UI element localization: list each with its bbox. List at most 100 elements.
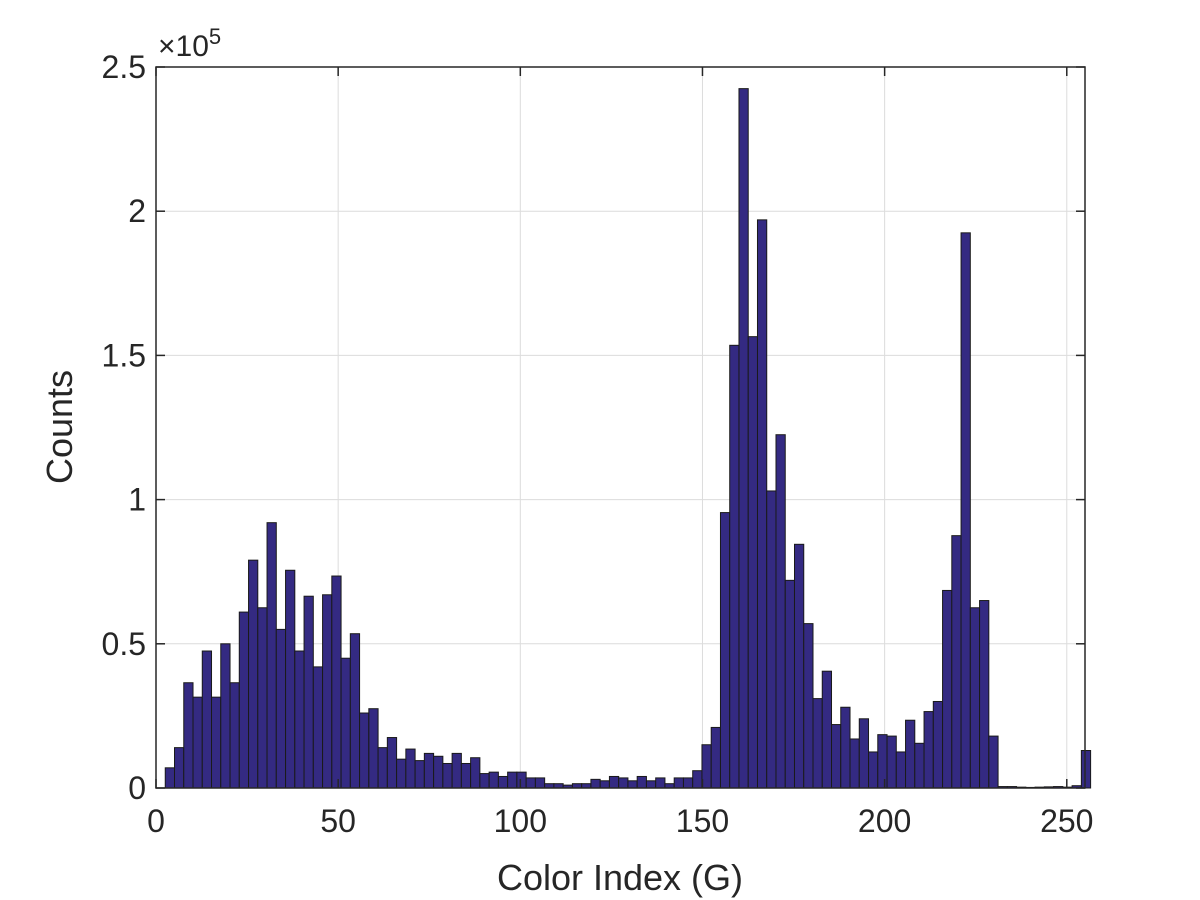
histogram-bar bbox=[747, 336, 758, 789]
histogram-bar bbox=[192, 696, 203, 789]
histogram-bar bbox=[405, 748, 416, 789]
histogram-bar bbox=[886, 735, 897, 789]
histogram-bar bbox=[849, 738, 860, 789]
histogram-bar bbox=[516, 771, 527, 789]
histogram-bar bbox=[803, 623, 814, 789]
x-tick-label: 250 bbox=[1040, 803, 1093, 839]
histogram-bar bbox=[525, 777, 536, 789]
histogram-bar bbox=[312, 666, 324, 789]
histogram-bar bbox=[914, 742, 925, 789]
histogram-bar bbox=[590, 778, 601, 789]
histogram-bar bbox=[470, 757, 481, 789]
histogram-bar bbox=[988, 735, 999, 789]
histogram-bar bbox=[877, 734, 888, 789]
x-tick-labels: 0 50 100 150 200 250 bbox=[147, 803, 1093, 839]
histogram-bar bbox=[340, 657, 351, 789]
y-exponent-base: ×10 bbox=[158, 30, 209, 63]
y-tick-label: 2.5 bbox=[102, 49, 146, 85]
histogram-bar bbox=[479, 773, 490, 789]
y-tick-label: 2 bbox=[128, 193, 146, 229]
histogram-bar bbox=[359, 712, 370, 789]
histogram-bar bbox=[1080, 750, 1092, 789]
histogram-bar bbox=[923, 711, 934, 789]
histogram-bar bbox=[673, 777, 684, 789]
histogram-bar bbox=[627, 780, 638, 789]
x-tick-label: 0 bbox=[147, 803, 165, 839]
histogram-bar bbox=[257, 607, 268, 789]
histogram-bar bbox=[951, 535, 962, 789]
histogram-bar bbox=[618, 777, 629, 789]
histogram-bar bbox=[183, 682, 194, 789]
ticks-layer bbox=[155, 66, 1085, 789]
y-tick-label: 1.5 bbox=[102, 337, 146, 373]
histogram-bar bbox=[377, 747, 388, 789]
histogram-bar bbox=[349, 633, 361, 789]
y-exponent-label: ×105 bbox=[158, 24, 221, 63]
histogram-bar bbox=[979, 600, 990, 789]
y-tick-label: 0.5 bbox=[102, 626, 146, 662]
y-tick-labels: 0 0.5 1 1.5 2 2.5 bbox=[102, 49, 146, 806]
x-tick-label: 50 bbox=[320, 803, 356, 839]
histogram-bar bbox=[164, 767, 176, 789]
histogram-bar bbox=[442, 762, 453, 789]
histogram-bar bbox=[229, 682, 240, 789]
histogram-bar bbox=[775, 434, 786, 789]
histogram-bar bbox=[738, 88, 749, 789]
histogram-bar bbox=[534, 777, 546, 789]
histogram-bar bbox=[858, 718, 870, 789]
histogram-bar bbox=[932, 700, 944, 789]
histogram-bar bbox=[895, 751, 907, 789]
histogram-bar bbox=[831, 724, 842, 789]
histogram-bar bbox=[608, 775, 620, 789]
histogram-bar bbox=[756, 219, 768, 789]
y-exponent-power: 5 bbox=[209, 24, 221, 49]
x-tick-label: 200 bbox=[858, 803, 911, 839]
y-tick-label: 0 bbox=[128, 770, 146, 806]
histogram-bar bbox=[220, 643, 231, 789]
histogram-bar bbox=[322, 594, 333, 789]
histogram-bar bbox=[303, 595, 314, 789]
histogram-bar bbox=[201, 650, 213, 789]
x-tick-label: 100 bbox=[494, 803, 547, 839]
histogram-bar bbox=[451, 752, 462, 789]
y-tick-label: 1 bbox=[128, 482, 146, 518]
histogram-bar bbox=[396, 758, 407, 789]
histogram-bar bbox=[294, 650, 305, 789]
histogram-bar bbox=[719, 512, 731, 789]
histogram-bar bbox=[960, 232, 971, 789]
histogram-bar bbox=[414, 760, 425, 789]
histogram-bar bbox=[942, 589, 953, 789]
histogram-bar bbox=[868, 751, 879, 789]
histogram-bar bbox=[710, 726, 721, 789]
histogram-bar bbox=[507, 771, 518, 789]
histogram-bar bbox=[599, 780, 610, 789]
histogram-bar bbox=[645, 780, 657, 789]
histogram-bar bbox=[905, 719, 916, 789]
histogram-bar bbox=[692, 770, 703, 789]
histogram-bar bbox=[766, 490, 777, 789]
histogram-bar bbox=[793, 543, 805, 789]
histogram-bar bbox=[266, 522, 277, 789]
histogram-bar bbox=[423, 752, 435, 789]
histogram-bar bbox=[285, 569, 296, 789]
histogram-bar bbox=[211, 696, 222, 789]
histogram-bar bbox=[275, 628, 287, 789]
histogram-bar bbox=[821, 670, 833, 789]
histogram-bar bbox=[433, 755, 444, 789]
x-tick-label: 150 bbox=[676, 803, 729, 839]
histogram-bar bbox=[969, 607, 981, 789]
histogram-bar bbox=[248, 559, 259, 789]
histogram-bar bbox=[368, 708, 379, 789]
histogram-bar bbox=[701, 744, 712, 789]
histogram-bar bbox=[636, 775, 647, 789]
histogram-bar bbox=[655, 777, 666, 789]
x-axis-label: Color Index (G) bbox=[497, 857, 743, 898]
histogram-bar bbox=[174, 747, 185, 789]
histogram-bar bbox=[497, 775, 509, 789]
axes-box bbox=[155, 66, 1086, 789]
y-axis-label: Counts bbox=[39, 370, 80, 484]
histogram-bar bbox=[238, 611, 250, 789]
histogram-bar bbox=[729, 344, 740, 789]
histogram-bar bbox=[784, 579, 795, 789]
